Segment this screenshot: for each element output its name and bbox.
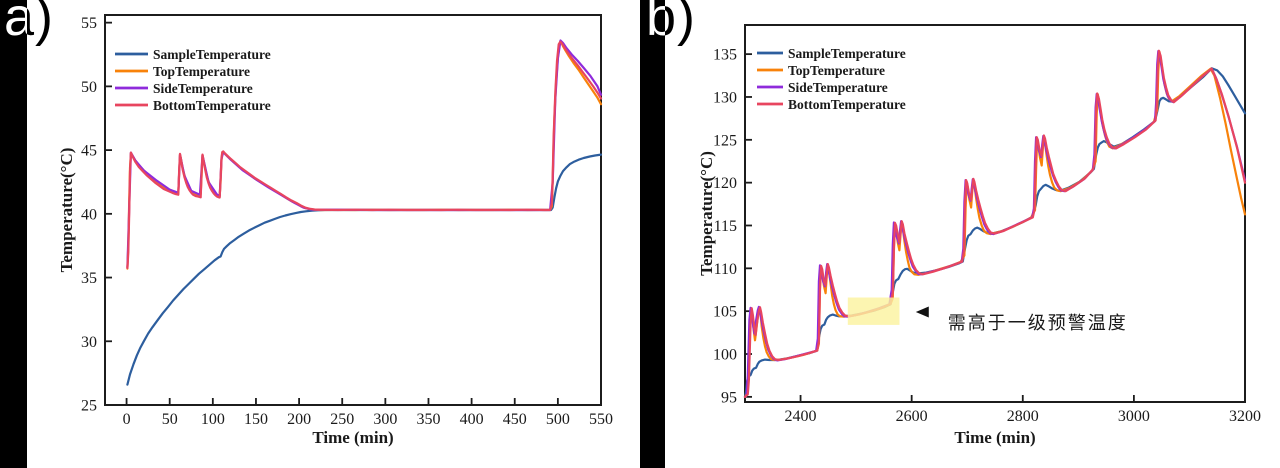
figure-label-a: a) a) [4,0,68,234]
y-tick-label: 35 [81,270,97,287]
figure-label-b-normal: b) [646,0,697,47]
legend-label: TopTemperature [788,63,885,78]
x-axis-label: Time (min) [312,428,393,447]
legend-label: SampleTemperature [153,47,271,62]
y-tick-label: 50 [81,79,97,96]
x-tick-label: 350 [416,411,440,428]
legend-label: SampleTemperature [788,46,906,61]
legend-label: TopTemperature [153,64,250,79]
y-tick-label: 120 [713,175,737,192]
series-line-SampleTemperature [126,153,603,386]
series-line-BottomTemperature [126,40,603,270]
y-tick-label: 25 [81,398,97,415]
y-tick-label: 100 [713,347,737,364]
legend-label: BottomTemperature [788,97,906,112]
x-tick-label: 3200 [1229,408,1261,425]
legend-item: SampleTemperature [115,47,271,62]
series-line-BottomTemperature [743,49,1247,398]
y-tick-label: 40 [81,206,97,223]
legend: SampleTemperature TopTemperature SideTempe… [115,47,271,113]
legend-label: BottomTemperature [153,98,271,113]
x-tick-label: 450 [503,411,527,428]
figure-label-b: b) b) [646,0,710,234]
y-axis-ticks: 95 100 105 110 115 120 125 130 135 [713,47,752,406]
y-tick-label: 135 [713,47,737,64]
y-tick-label: 125 [713,132,737,149]
y-tick-label: 30 [81,334,97,351]
legend-item: TopTemperature [115,64,250,79]
y-axis-label: Temperature(°C) [57,148,76,273]
x-tick-label: 2600 [896,408,928,425]
legend-item: SampleTemperature [757,46,906,61]
x-tick-label: 200 [287,411,311,428]
x-tick-label: 250 [330,411,354,428]
x-tick-label: 400 [460,411,484,428]
legend-item: BottomTemperature [115,98,271,113]
x-tick-label: 500 [546,411,570,428]
legend: SampleTemperature TopTemperature SideTempe… [757,46,906,112]
middle-crop-strip [640,0,665,468]
y-tick-label: 115 [714,218,737,235]
x-axis-ticks: 2400 2600 2800 3000 3200 [785,395,1261,425]
chart-b: 2400 2600 2800 3000 3200 95 100 105 110 115 120 125… [697,24,1261,447]
y-tick-label: 95 [721,389,737,406]
legend-item: TopTemperature [757,63,885,78]
x-tick-label: 300 [373,411,397,428]
legend-label: SideTemperature [153,81,253,96]
legend-item: SideTemperature [115,81,253,96]
plot-border [104,14,602,406]
left-crop-strip [0,0,27,468]
x-tick-label: 0 [123,411,131,428]
y-tick-label: 105 [713,304,737,321]
y-tick-label: 110 [714,261,737,278]
legend-item: SideTemperature [757,80,888,95]
x-tick-label: 2800 [1007,408,1039,425]
legend-label: SideTemperature [788,80,888,95]
x-axis-label: Time (min) [954,428,1035,447]
x-axis-ticks: 0 50 100 150 200 250 300 350 400 450 500 550 [123,398,613,428]
y-axis-ticks: 25 30 35 40 45 50 55 [81,15,112,415]
legend-item: BottomTemperature [757,97,906,112]
x-tick-label: 550 [589,411,613,428]
figure-label-a-normal: a) [4,0,55,47]
x-tick-label: 100 [201,411,225,428]
x-tick-label: 3000 [1118,408,1150,425]
annotation-highlight [847,297,900,325]
y-tick-label: 130 [713,89,737,106]
annotation-arrow-icon [915,306,929,318]
x-tick-label: 2400 [785,408,817,425]
y-axis-label: Temperature(°C) [697,151,716,276]
x-tick-label: 150 [244,411,268,428]
annotation-text: 需高于一级预警温度 [948,313,1128,333]
x-tick-label: 50 [162,411,178,428]
y-tick-label: 45 [81,143,97,160]
chart-a: 0 50 100 150 200 250 300 350 400 450 500 550 25 30 35 4… [57,14,613,447]
y-tick-label: 55 [81,15,97,32]
